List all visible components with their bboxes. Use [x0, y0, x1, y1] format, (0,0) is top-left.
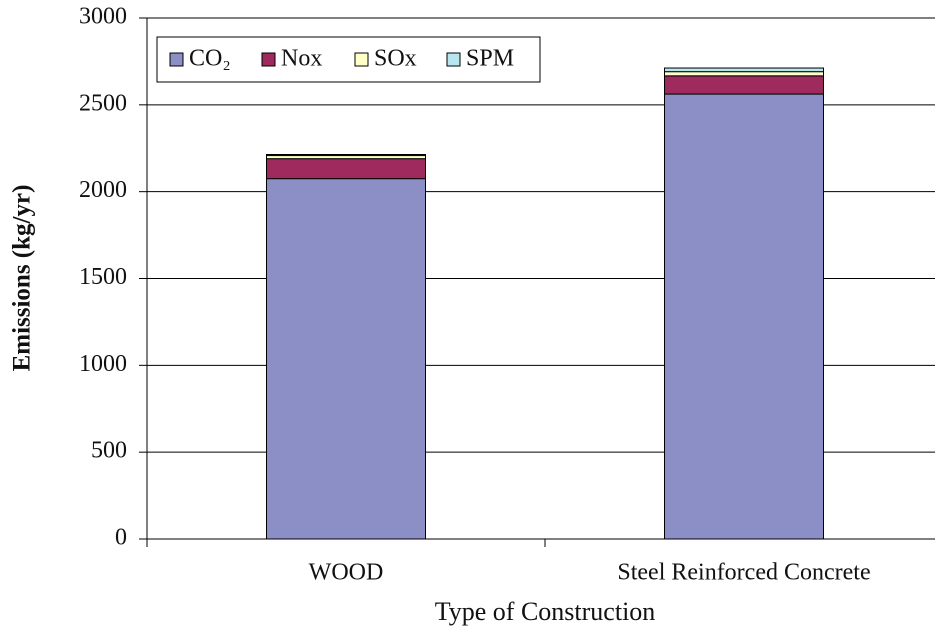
x-axis-label: Type of Construction: [435, 597, 656, 626]
legend-label: CO₂: [189, 46, 231, 72]
y-tick-label: 0: [115, 525, 127, 551]
legend-swatch: [446, 52, 461, 67]
legend-label: SPM: [466, 46, 514, 72]
bar-segment: [664, 71, 824, 77]
legend-label: SOx: [374, 46, 417, 72]
y-tick-label: 500: [91, 438, 127, 464]
y-tick-label: 1000: [79, 351, 127, 377]
x-tick-label: Steel Reinforced Concrete: [617, 560, 870, 586]
legend-label: Nox: [281, 46, 322, 72]
legend-swatch: [354, 52, 369, 67]
x-tick-label: WOOD: [309, 560, 384, 586]
bar-segment: [664, 93, 824, 540]
legend-box: [156, 36, 541, 83]
y-tick-label: 2500: [79, 90, 127, 116]
bar-segment: [664, 75, 824, 95]
y-tick-label: 1500: [79, 264, 127, 290]
bar-segment: [266, 158, 426, 180]
bar-segment: [664, 67, 824, 73]
y-tick-label: 2000: [79, 177, 127, 203]
y-axis-label: Emissions (kg/yr): [9, 185, 36, 372]
legend-swatch: [261, 52, 276, 67]
y-tick-label: 3000: [79, 4, 127, 30]
bar-segment: [266, 154, 426, 157]
legend-swatch: [169, 52, 184, 67]
bar-segment: [266, 178, 426, 540]
